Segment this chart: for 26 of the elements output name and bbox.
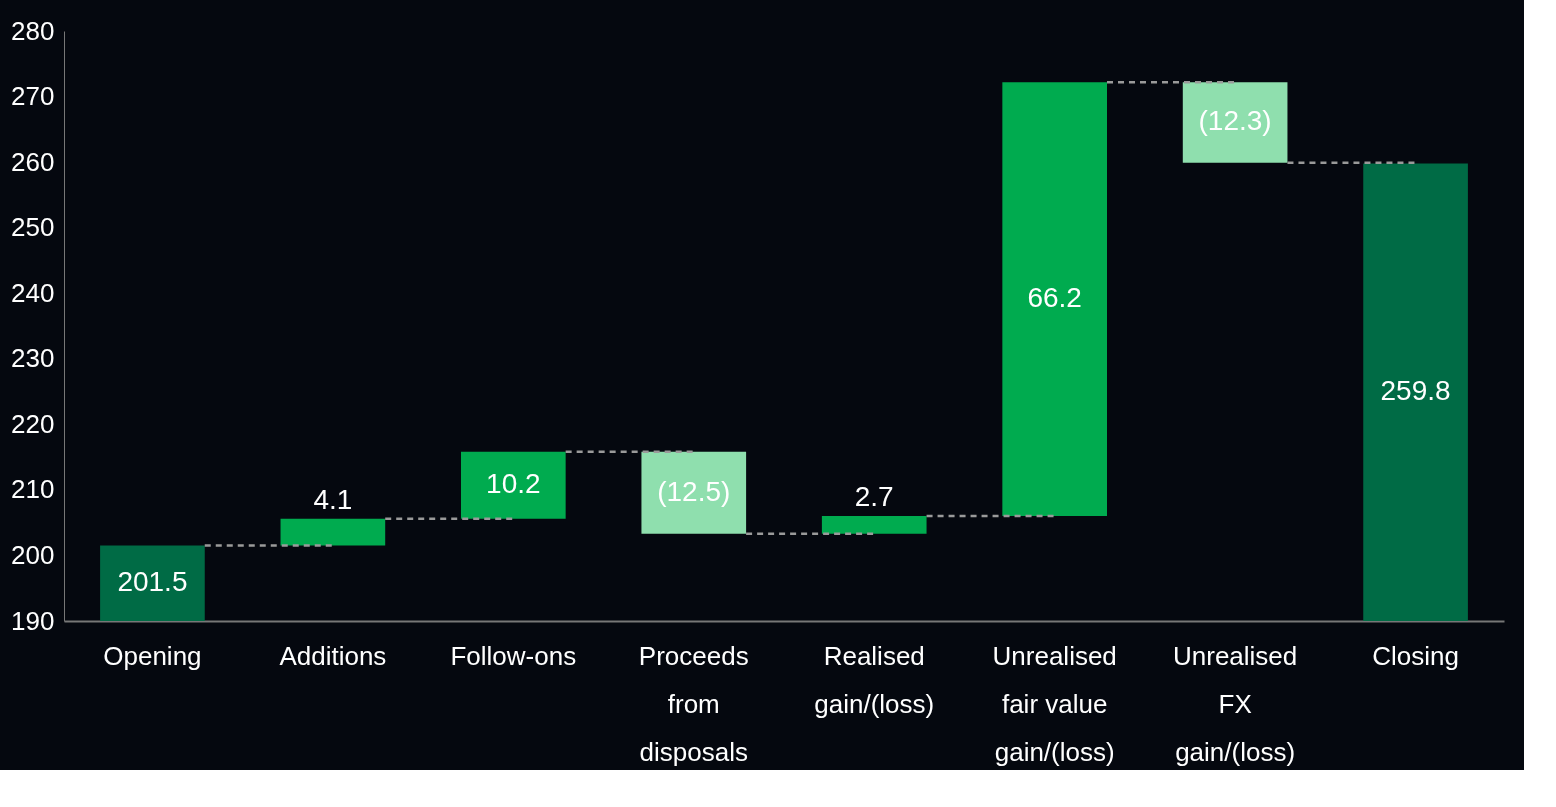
data-label: 2.7 — [854, 481, 894, 513]
x-tick-label: Opening — [103, 640, 202, 671]
x-tick-label: Follow-ons — [450, 640, 577, 671]
data-label: 66.2 — [1027, 282, 1082, 314]
x-tick-label: Unrealised fair value gain/(loss) — [992, 640, 1117, 767]
x-tick-label: Additions — [279, 640, 387, 671]
data-label: 10.2 — [486, 468, 541, 500]
data-label: 201.5 — [117, 566, 188, 598]
x-tick-label: Unrealised FX gain/(loss) — [1172, 640, 1298, 767]
y-tick-label: 220 — [11, 408, 55, 439]
y-tick-label: 250 — [11, 212, 55, 243]
y-tick-label: 210 — [11, 474, 55, 505]
y-tick-label: 200 — [11, 539, 55, 570]
data-label: 4.1 — [313, 483, 353, 515]
y-tick-label: 230 — [11, 343, 55, 374]
y-tick-label: 260 — [11, 146, 55, 177]
y-tick-label: 240 — [11, 277, 55, 308]
data-label: (12.3) — [1198, 105, 1272, 137]
x-tick-label: Realised gain/(loss) — [814, 640, 935, 719]
x-tick-label: Proceeds from disposals — [638, 640, 749, 767]
data-label: (12.5) — [657, 475, 731, 507]
x-tick-label: Closing — [1372, 640, 1459, 671]
data-label: 259.8 — [1380, 375, 1451, 407]
y-tick-label: 190 — [11, 605, 55, 636]
y-tick-label: 270 — [11, 81, 55, 112]
y-tick-label: 280 — [11, 15, 55, 46]
